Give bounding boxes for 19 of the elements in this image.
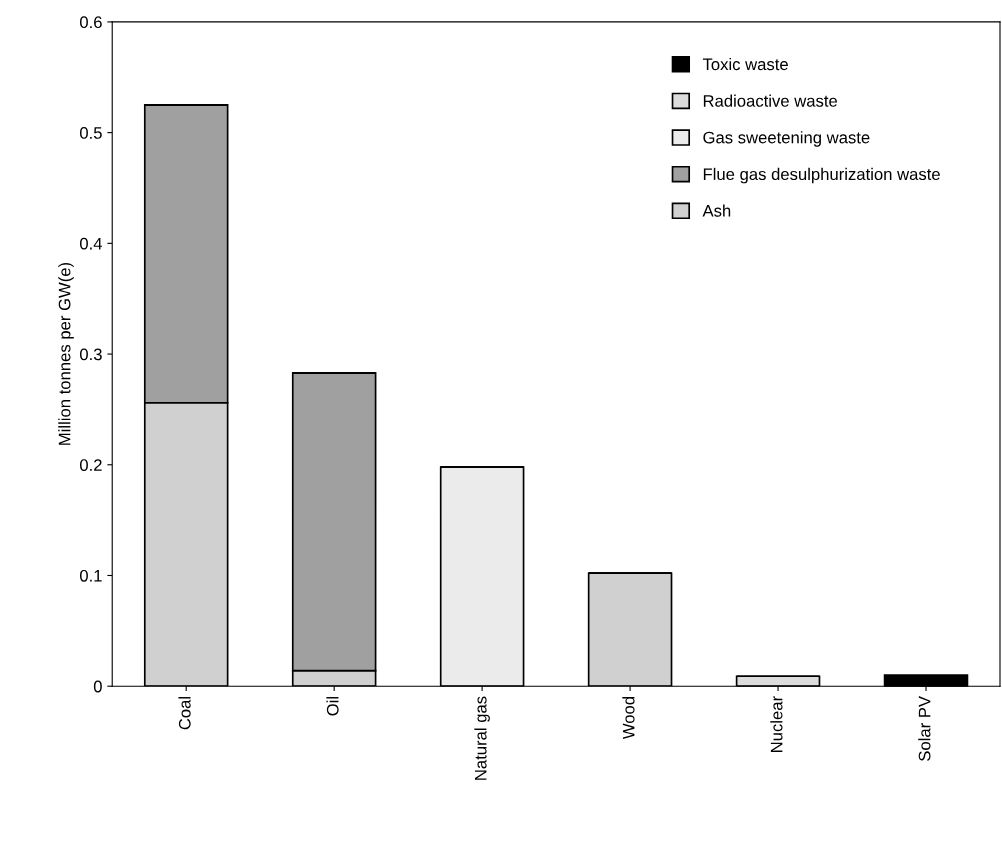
- y-tick-label: 0: [93, 680, 102, 693]
- legend-label: Ash: [702, 204, 731, 217]
- y-tick-label: 0.6: [79, 16, 102, 29]
- y-tick-label: 0.2: [79, 459, 102, 471]
- y-axis-title: Million tonnes per GW(e): [58, 262, 74, 445]
- legend-label: Radioactive waste: [703, 94, 838, 107]
- legend-label: Flue gas desulphurization waste: [703, 167, 940, 184]
- x-tick-label: Nuclear: [770, 696, 783, 752]
- y-tick-label: 0.5: [79, 127, 102, 139]
- x-tick-label: Wood: [622, 697, 635, 740]
- x-tick-label: Oil: [326, 697, 339, 716]
- y-tick-label: 0.1: [79, 569, 102, 582]
- y-tick-label: 0.4: [79, 237, 103, 250]
- legend-label: Toxic waste: [702, 57, 788, 71]
- y-tick-label: 0.3: [79, 348, 102, 361]
- x-tick-label: Natural gas: [474, 696, 490, 780]
- legend-label: Gas sweetening waste: [703, 131, 870, 147]
- x-tick-label: Coal: [178, 697, 191, 730]
- x-tick-label: Solar PV: [918, 696, 931, 761]
